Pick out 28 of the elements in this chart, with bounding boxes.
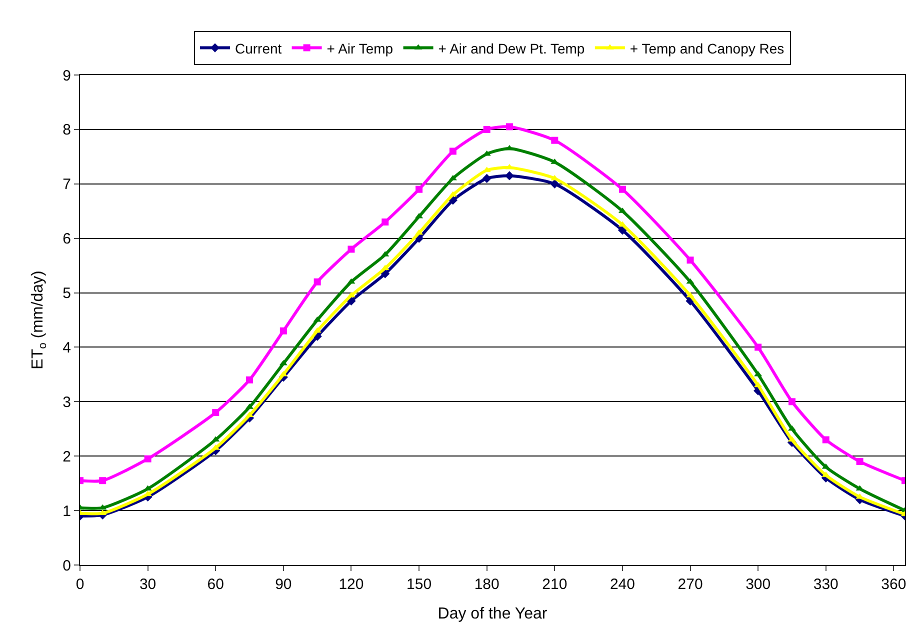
y-tick-label: 6 <box>62 230 71 248</box>
legend-label: Current <box>235 40 282 56</box>
x-axis-title: Day of the Year <box>438 606 548 623</box>
y-tick-label: 1 <box>62 502 71 520</box>
x-tick-label: 240 <box>610 576 635 593</box>
x-tick-label: 90 <box>275 576 292 593</box>
legend-label: + Air Temp <box>326 40 394 56</box>
x-tick-label: 270 <box>678 576 703 593</box>
x-tick-label: 150 <box>406 576 432 593</box>
y-tick-label: 8 <box>62 122 71 139</box>
x-tick-label: 300 <box>746 576 771 593</box>
y-tick-label: 5 <box>62 285 71 302</box>
y-tick-label: 3 <box>62 394 71 411</box>
x-tick-label: 0 <box>76 576 84 593</box>
y-tick-label: 2 <box>62 448 71 466</box>
y-tick-label: 9 <box>62 67 71 84</box>
y-tick-label: 4 <box>62 339 71 356</box>
x-tick-label: 330 <box>813 576 838 593</box>
x-tick-label: 180 <box>474 576 500 593</box>
y-tick-label: 0 <box>62 557 71 574</box>
x-tick-label: 210 <box>542 576 568 593</box>
x-tick-label: 60 <box>207 576 224 593</box>
x-tick-label: 120 <box>338 576 364 593</box>
y-tick-label: 7 <box>62 176 71 194</box>
x-tick-label: 30 <box>139 576 156 593</box>
x-tick-label: 360 <box>881 576 906 593</box>
legend-label: + Temp and Canopy Res <box>630 40 784 56</box>
legend-label: + Air and Dew Pt. Temp <box>438 40 585 56</box>
